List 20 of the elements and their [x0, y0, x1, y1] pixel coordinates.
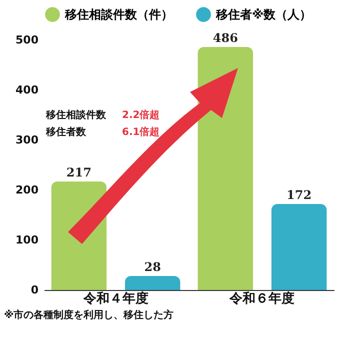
data-label: 486 — [212, 31, 238, 45]
data-label: 217 — [66, 166, 92, 180]
data-label: 28 — [144, 260, 161, 274]
bar — [271, 204, 327, 290]
y-tick-label: 300 — [16, 134, 39, 146]
y-tick-label: 100 — [16, 234, 39, 246]
x-tick-label: 令和６年度 — [228, 290, 295, 306]
legend-label: 移住者※数（人） — [215, 8, 312, 22]
y-tick-label: 500 — [16, 34, 39, 46]
y-tick-label: 0 — [30, 284, 39, 296]
text: 移住者数 6.1倍超 — [46, 127, 160, 138]
bar — [198, 47, 254, 290]
text: 移住相談件数 2.2倍超 — [46, 110, 160, 121]
text: ※市の各種制度を利用し、移住した方 — [4, 309, 174, 321]
bar — [124, 276, 180, 290]
y-tick-label: 400 — [16, 84, 39, 96]
data-label: 172 — [286, 188, 312, 202]
legend-label: 移住相談件数（件） — [64, 8, 173, 22]
x-tick-label: 令和４年度 — [82, 290, 148, 306]
y-tick-label: 200 — [16, 184, 39, 196]
